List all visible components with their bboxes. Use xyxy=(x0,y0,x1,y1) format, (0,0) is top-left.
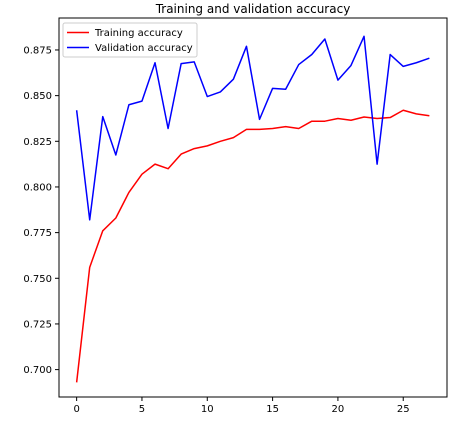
y-tick-label: 0.800 xyxy=(23,182,52,193)
y-tick-label: 0.725 xyxy=(23,319,52,330)
legend: Training accuracy Validation accuracy xyxy=(62,22,198,58)
series-line-validation xyxy=(75,35,430,221)
x-tick-label: 10 xyxy=(201,404,214,415)
series-line-training xyxy=(75,109,430,383)
chart-title: Training and validation accuracy xyxy=(155,2,351,16)
y-tick-label: 0.700 xyxy=(23,365,52,376)
axes-frame xyxy=(58,17,448,398)
legend-label-validation: Validation accuracy xyxy=(95,43,193,54)
x-tick-label: 0 xyxy=(73,404,79,415)
x-tick-label: 5 xyxy=(139,404,145,415)
y-tick-label: 0.825 xyxy=(23,137,52,148)
y-tick-label: 0.750 xyxy=(23,274,52,285)
y-tick-label: 0.850 xyxy=(23,91,52,102)
legend-label-training: Training accuracy xyxy=(94,28,183,39)
y-tick-label: 0.875 xyxy=(23,45,52,56)
y-axis: 0.700 0.725 0.750 0.775 0.800 0.825 0.850 0.875 xyxy=(23,45,59,376)
y-tick-label: 0.775 xyxy=(23,228,52,239)
legend-box xyxy=(62,22,198,58)
plot-lines xyxy=(75,35,430,383)
x-tick-label: 15 xyxy=(266,404,279,415)
x-tick-label: 25 xyxy=(397,404,410,415)
x-tick-label: 20 xyxy=(332,404,345,415)
x-axis: 0 5 10 15 20 25 xyxy=(73,397,410,415)
